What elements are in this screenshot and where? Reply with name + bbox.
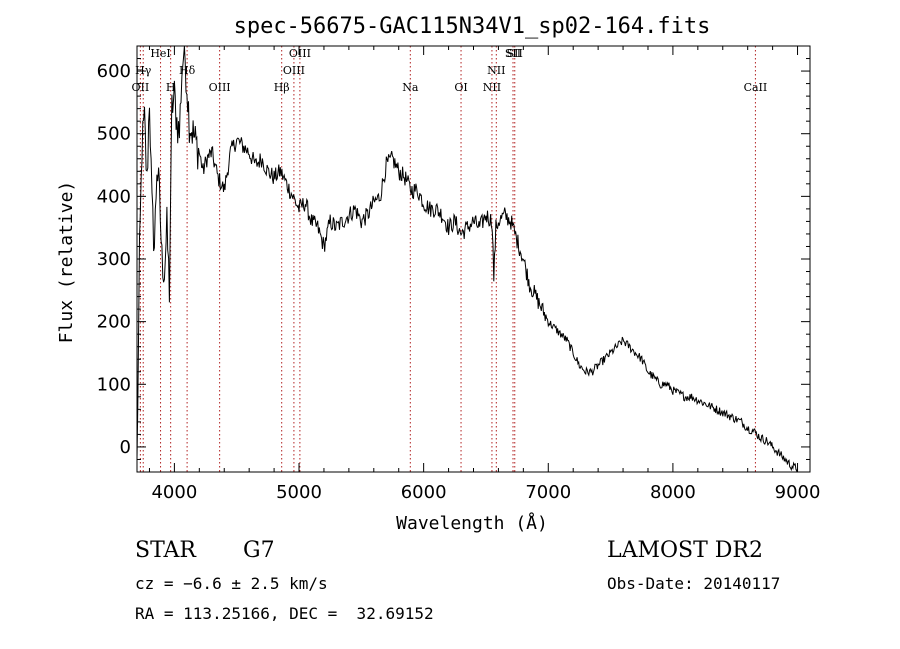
line-label-7: OIII <box>283 64 305 77</box>
line-label-1: Hγ <box>135 64 152 77</box>
series-line-0 <box>136 45 798 473</box>
x-tick-label-8000: 8000 <box>650 482 696 503</box>
line-label-2: HeI <box>150 47 170 60</box>
y-tick-label-400: 400 <box>97 186 131 207</box>
emission-line-markers <box>139 46 756 472</box>
line-label-3: H <box>166 81 176 94</box>
x-tick-label-7000: 7000 <box>525 482 571 503</box>
coordinates: RA = 113.25166, DEC = 32.69152 <box>135 604 434 623</box>
line-label-8: OIII <box>289 47 311 60</box>
line-label-0: OII <box>132 81 150 94</box>
line-label-10: OI <box>454 81 467 94</box>
line-label-11: NII <box>483 81 501 94</box>
y-tick-label-300: 300 <box>97 249 131 270</box>
line-label-13: SII <box>505 47 521 60</box>
y-tick-label-600: 600 <box>97 61 131 82</box>
x-tick-label-5000: 5000 <box>276 482 322 503</box>
y-tick-label-500: 500 <box>97 124 131 145</box>
line-label-15: CaII <box>744 81 768 94</box>
object-class: STAR <box>135 538 196 563</box>
x-tick-label-4000: 4000 <box>151 482 197 503</box>
x-tick-label-9000: 9000 <box>775 482 821 503</box>
chart-title: spec-56675-GAC115N34V1_sp02-164.fits <box>234 14 711 39</box>
y-axis-label: Flux (relative) <box>56 181 77 344</box>
y-tick-label-0: 0 <box>120 437 131 458</box>
y-tick-label-200: 200 <box>97 312 131 333</box>
plot-frame <box>136 45 811 473</box>
y-tick-label-100: 100 <box>97 374 131 395</box>
line-label-9: Na <box>402 81 419 94</box>
axes: 4000 5000 6000 7000 8000 9000 0 100 200 300 400 500… <box>97 45 821 503</box>
line-label-6: Hβ <box>274 81 290 94</box>
obs-date: Obs-Date: 20140117 <box>607 574 781 593</box>
object-subclass: G7 <box>243 538 275 563</box>
redshift-readout: cz = −6.6 ± 2.5 km/s <box>135 574 328 593</box>
x-tick-label-6000: 6000 <box>401 482 447 503</box>
line-label-5: OIII <box>209 81 231 94</box>
line-label-14: SII <box>507 47 523 60</box>
line-label-12: NII <box>487 64 505 77</box>
line-label-4: Hδ <box>179 64 196 77</box>
x-axis-label: Wavelength (Å) <box>396 512 548 534</box>
spectrum-series <box>136 45 798 473</box>
survey-label: LAMOST DR2 <box>607 538 763 563</box>
